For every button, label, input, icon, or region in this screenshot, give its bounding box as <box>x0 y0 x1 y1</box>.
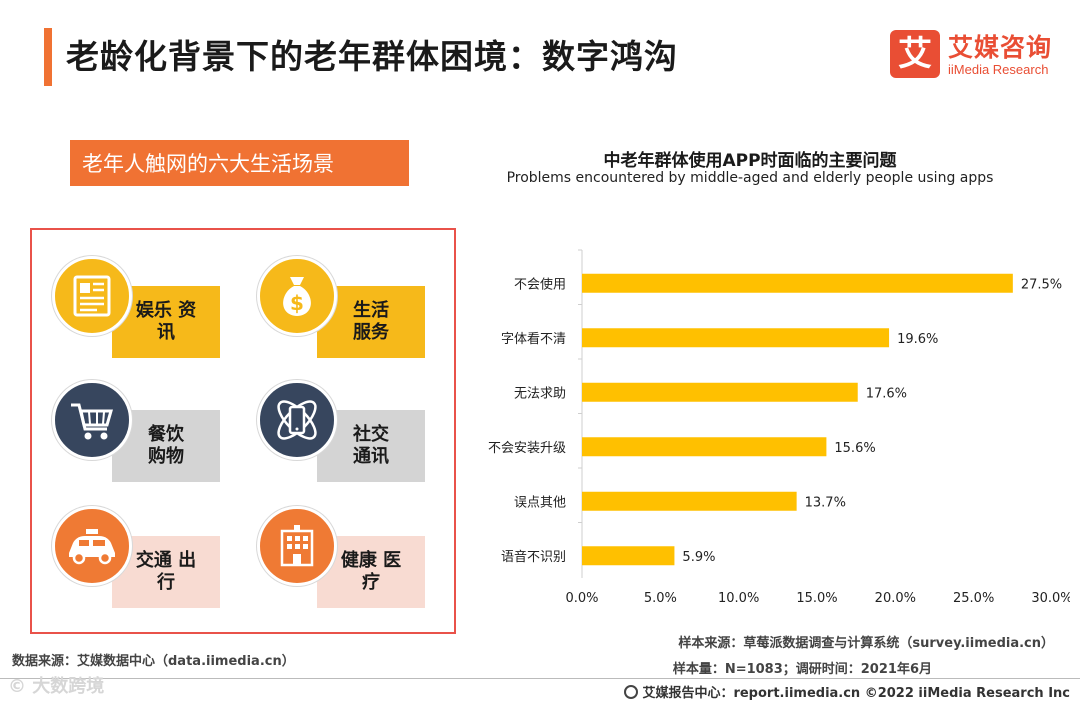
chart-subtitle: Problems encountered by middle-aged and … <box>506 170 994 186</box>
scene-label-line1: 娱乐 资 <box>135 300 197 321</box>
logo-name-cn: 艾媒咨询 <box>948 33 1053 62</box>
title-accent-bar <box>44 28 52 86</box>
category-label: 语音不识别 <box>501 549 566 565</box>
scene-transportation: 交通 出行 <box>52 506 232 616</box>
bar <box>582 382 858 402</box>
x-tick-label: 5.0% <box>644 591 677 606</box>
svg-text:$: $ <box>290 291 304 315</box>
scene-label-line1: 健康 医 <box>340 550 402 571</box>
scenes-banner-label: 老年人触网的六大生活场景 <box>82 152 334 176</box>
scenes-panel: 娱乐 资讯 生活 服务 $ 餐饮 购物 <box>30 228 456 634</box>
x-tick-label: 30.0% <box>1031 591 1070 606</box>
sample-size-note: 样本量：N=1083；调研时间：2021年6月 <box>672 662 932 677</box>
scene-label-line1: 餐饮 <box>148 424 184 445</box>
scene-social-communication: 社交 通讯 <box>257 380 437 490</box>
bar <box>582 546 675 566</box>
globe-icon <box>624 685 639 699</box>
brand-logo: 艾 艾媒咨询 iiMedia Research <box>890 28 1065 84</box>
category-label: 误点其他 <box>514 495 566 510</box>
footer-text: 艾媒报告中心：report.iimedia.cn ©2022 iiMedia R… <box>642 686 1070 701</box>
scene-label-line2: 通讯 <box>353 446 389 467</box>
scene-life-services: 生活 服务 $ <box>257 256 437 366</box>
category-label: 无法求助 <box>514 386 566 401</box>
footer-divider <box>0 678 1080 679</box>
x-tick-label: 10.0% <box>718 591 759 606</box>
value-label: 15.6% <box>834 441 875 456</box>
scene-label-line2: 购物 <box>148 446 184 467</box>
x-tick-label: 20.0% <box>875 591 916 606</box>
value-label: 19.6% <box>897 332 938 347</box>
bar-chart: 不会使用 27.5% 字体看不清 19.6% 无法求助 17.6% 不会安装升级 15.6% 误… <box>488 249 1070 606</box>
money-bag-icon: $ <box>257 256 337 336</box>
scene-label-line2: 讯 <box>157 322 175 343</box>
x-tick-label: 25.0% <box>953 591 994 606</box>
logo-mark-icon: 艾 <box>890 30 940 78</box>
bar <box>582 273 1013 293</box>
x-tick-label: 0.0% <box>565 591 598 606</box>
bar <box>582 491 797 511</box>
data-source-note: 数据来源：艾媒数据中心（data.iimedia.cn） <box>12 654 295 669</box>
scene-entertainment: 娱乐 资讯 <box>52 256 232 366</box>
footer: 艾媒报告中心：report.iimedia.cn ©2022 iiMedia R… <box>624 682 1070 701</box>
category-label: 不会安装升级 <box>488 441 566 456</box>
watermark: © 大数跨境 <box>8 676 105 697</box>
scene-healthcare: 健康 医疗 <box>257 506 437 616</box>
value-label: 17.6% <box>866 386 907 401</box>
value-label: 27.5% <box>1021 277 1062 292</box>
value-label: 5.9% <box>682 550 715 565</box>
taxi-icon <box>52 506 132 586</box>
newspaper-icon <box>52 256 132 336</box>
x-tick-label: 15.0% <box>796 591 837 606</box>
hospital-icon <box>257 506 337 586</box>
category-label: 字体看不清 <box>501 331 566 347</box>
bar <box>582 328 890 348</box>
scene-label-line1: 社交 <box>353 424 389 445</box>
page-title: 老龄化背景下的老年群体困境：数字鸿沟 <box>66 37 678 76</box>
scene-label-line2: 行 <box>157 572 175 593</box>
scene-label-line1: 交通 出 <box>135 550 197 571</box>
scene-label-line2: 服务 <box>353 322 389 343</box>
logo-name-en: iiMedia Research <box>948 62 1049 77</box>
scene-dining-shopping: 餐饮 购物 <box>52 380 232 490</box>
bar <box>582 437 827 457</box>
chart-title: 中老年群体使用APP时面临的主要问题 <box>603 151 897 171</box>
shopping-cart-icon <box>52 380 132 460</box>
scene-label-line1: 生活 <box>353 300 389 321</box>
phone-orbit-icon <box>257 380 337 460</box>
scenes-banner: 老年人触网的六大生活场景 <box>70 140 409 186</box>
scene-label-line2: 疗 <box>362 572 380 593</box>
value-label: 13.7% <box>805 495 846 510</box>
category-label: 不会使用 <box>514 276 566 292</box>
sample-source-note: 样本来源：草莓派数据调查与计算系统（survey.iimedia.cn） <box>678 636 1054 651</box>
